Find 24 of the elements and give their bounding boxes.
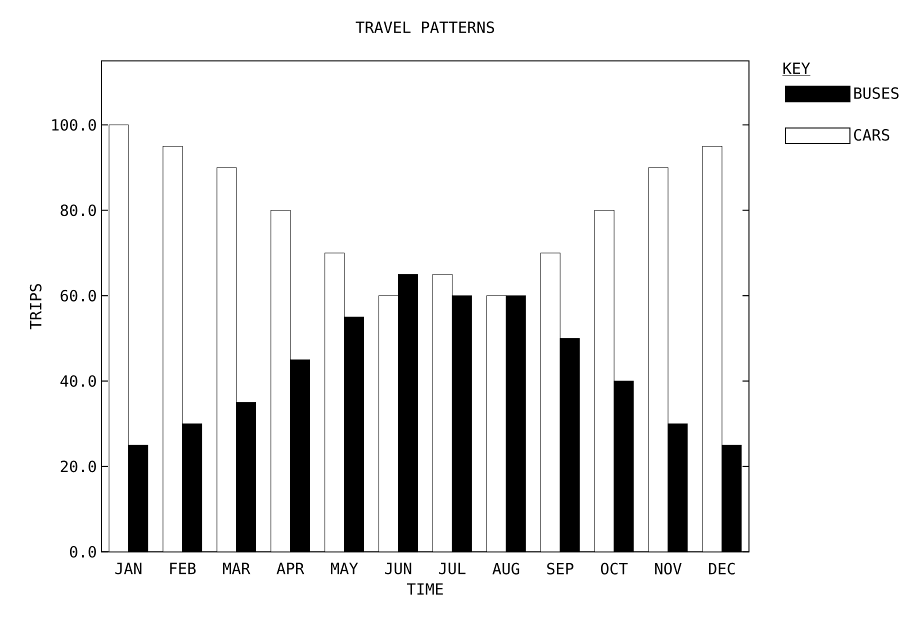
x-tick-label: APR	[276, 562, 304, 574]
x-axis-title: TIME	[406, 583, 443, 594]
y-axis-title: TRIPS	[30, 284, 42, 330]
y-tick-label: 0.0	[70, 546, 96, 558]
legend-label: BUSES	[854, 87, 899, 99]
y-tick-label: 100.0	[52, 118, 96, 131]
x-tick-label: DEC	[709, 562, 735, 574]
x-tick-label: NOV	[655, 562, 682, 574]
x-tick-label: JAN	[115, 562, 142, 574]
y-tick-label: 40.0	[60, 375, 96, 387]
x-tick-label: JUL	[439, 562, 466, 574]
x-tick-label: OCT	[600, 562, 628, 574]
x-tick-label: FEB	[170, 562, 196, 574]
x-tick-label: AUG	[492, 562, 520, 574]
legend-title: KEY	[783, 62, 810, 74]
legend-label: CARS	[854, 128, 890, 141]
x-tick-label: JUN	[385, 562, 412, 574]
y-tick-label: 20.0	[60, 460, 96, 472]
x-tick-label: MAY	[330, 562, 358, 574]
x-tick-label: MAR	[223, 562, 250, 574]
y-tick-label: 80.0	[60, 204, 96, 216]
x-tick-label: SEP	[547, 562, 574, 574]
y-tick-label: 60.0	[60, 290, 96, 302]
chart-title: TRAVEL PATTERNS	[356, 21, 494, 33]
